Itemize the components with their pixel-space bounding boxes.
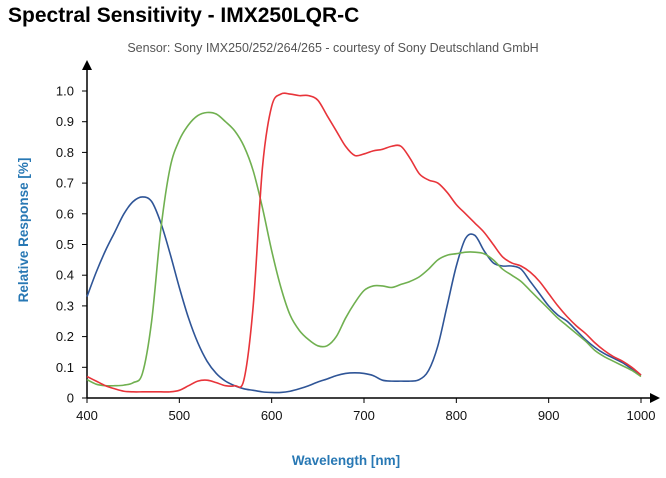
y-tick-label: 0.6 <box>56 206 74 221</box>
y-tick-label: 0.5 <box>56 237 74 252</box>
series-line-3 <box>86 92 642 393</box>
ticks-layer: 400 500 600 700 800 900 1000 0 0.1 0.2 0.3 0.4 0.5 0.… <box>56 84 656 424</box>
x-tick-label: 500 <box>168 408 190 423</box>
x-tick-label: 700 <box>353 408 375 423</box>
axes <box>82 60 660 403</box>
chart-subtitle: Sensor: Sony IMX250/252/264/265 - courte… <box>127 41 539 55</box>
y-tick-label: 0.2 <box>56 329 74 344</box>
x-tick-label: 400 <box>76 408 98 423</box>
series-line-2 <box>86 111 642 387</box>
x-tick-label: 600 <box>261 408 283 423</box>
x-tick-label: 800 <box>445 408 467 423</box>
y-tick-label: 0.1 <box>56 360 74 375</box>
y-tick-label: 0.9 <box>56 114 74 129</box>
series-line-1 <box>86 196 642 394</box>
y-tick-label: 0.4 <box>56 268 74 283</box>
x-axis-label: Wavelength [nm] <box>292 453 400 468</box>
chart-title: Spectral Sensitivity - IMX250LQR-C <box>8 4 360 27</box>
series-layer <box>86 92 642 394</box>
x-axis-arrow <box>650 393 660 403</box>
y-tick-label: 0.7 <box>56 176 74 191</box>
y-tick-label: 1.0 <box>56 84 74 99</box>
x-tick-label: 1000 <box>627 408 656 423</box>
y-tick-label: 0 <box>67 391 74 406</box>
y-tick-label: 0.3 <box>56 298 74 313</box>
y-axis-label: Relative Response [%] <box>16 158 31 303</box>
y-axis-arrow <box>82 60 92 70</box>
x-tick-label: 900 <box>538 408 560 423</box>
y-tick-label: 0.8 <box>56 145 74 160</box>
